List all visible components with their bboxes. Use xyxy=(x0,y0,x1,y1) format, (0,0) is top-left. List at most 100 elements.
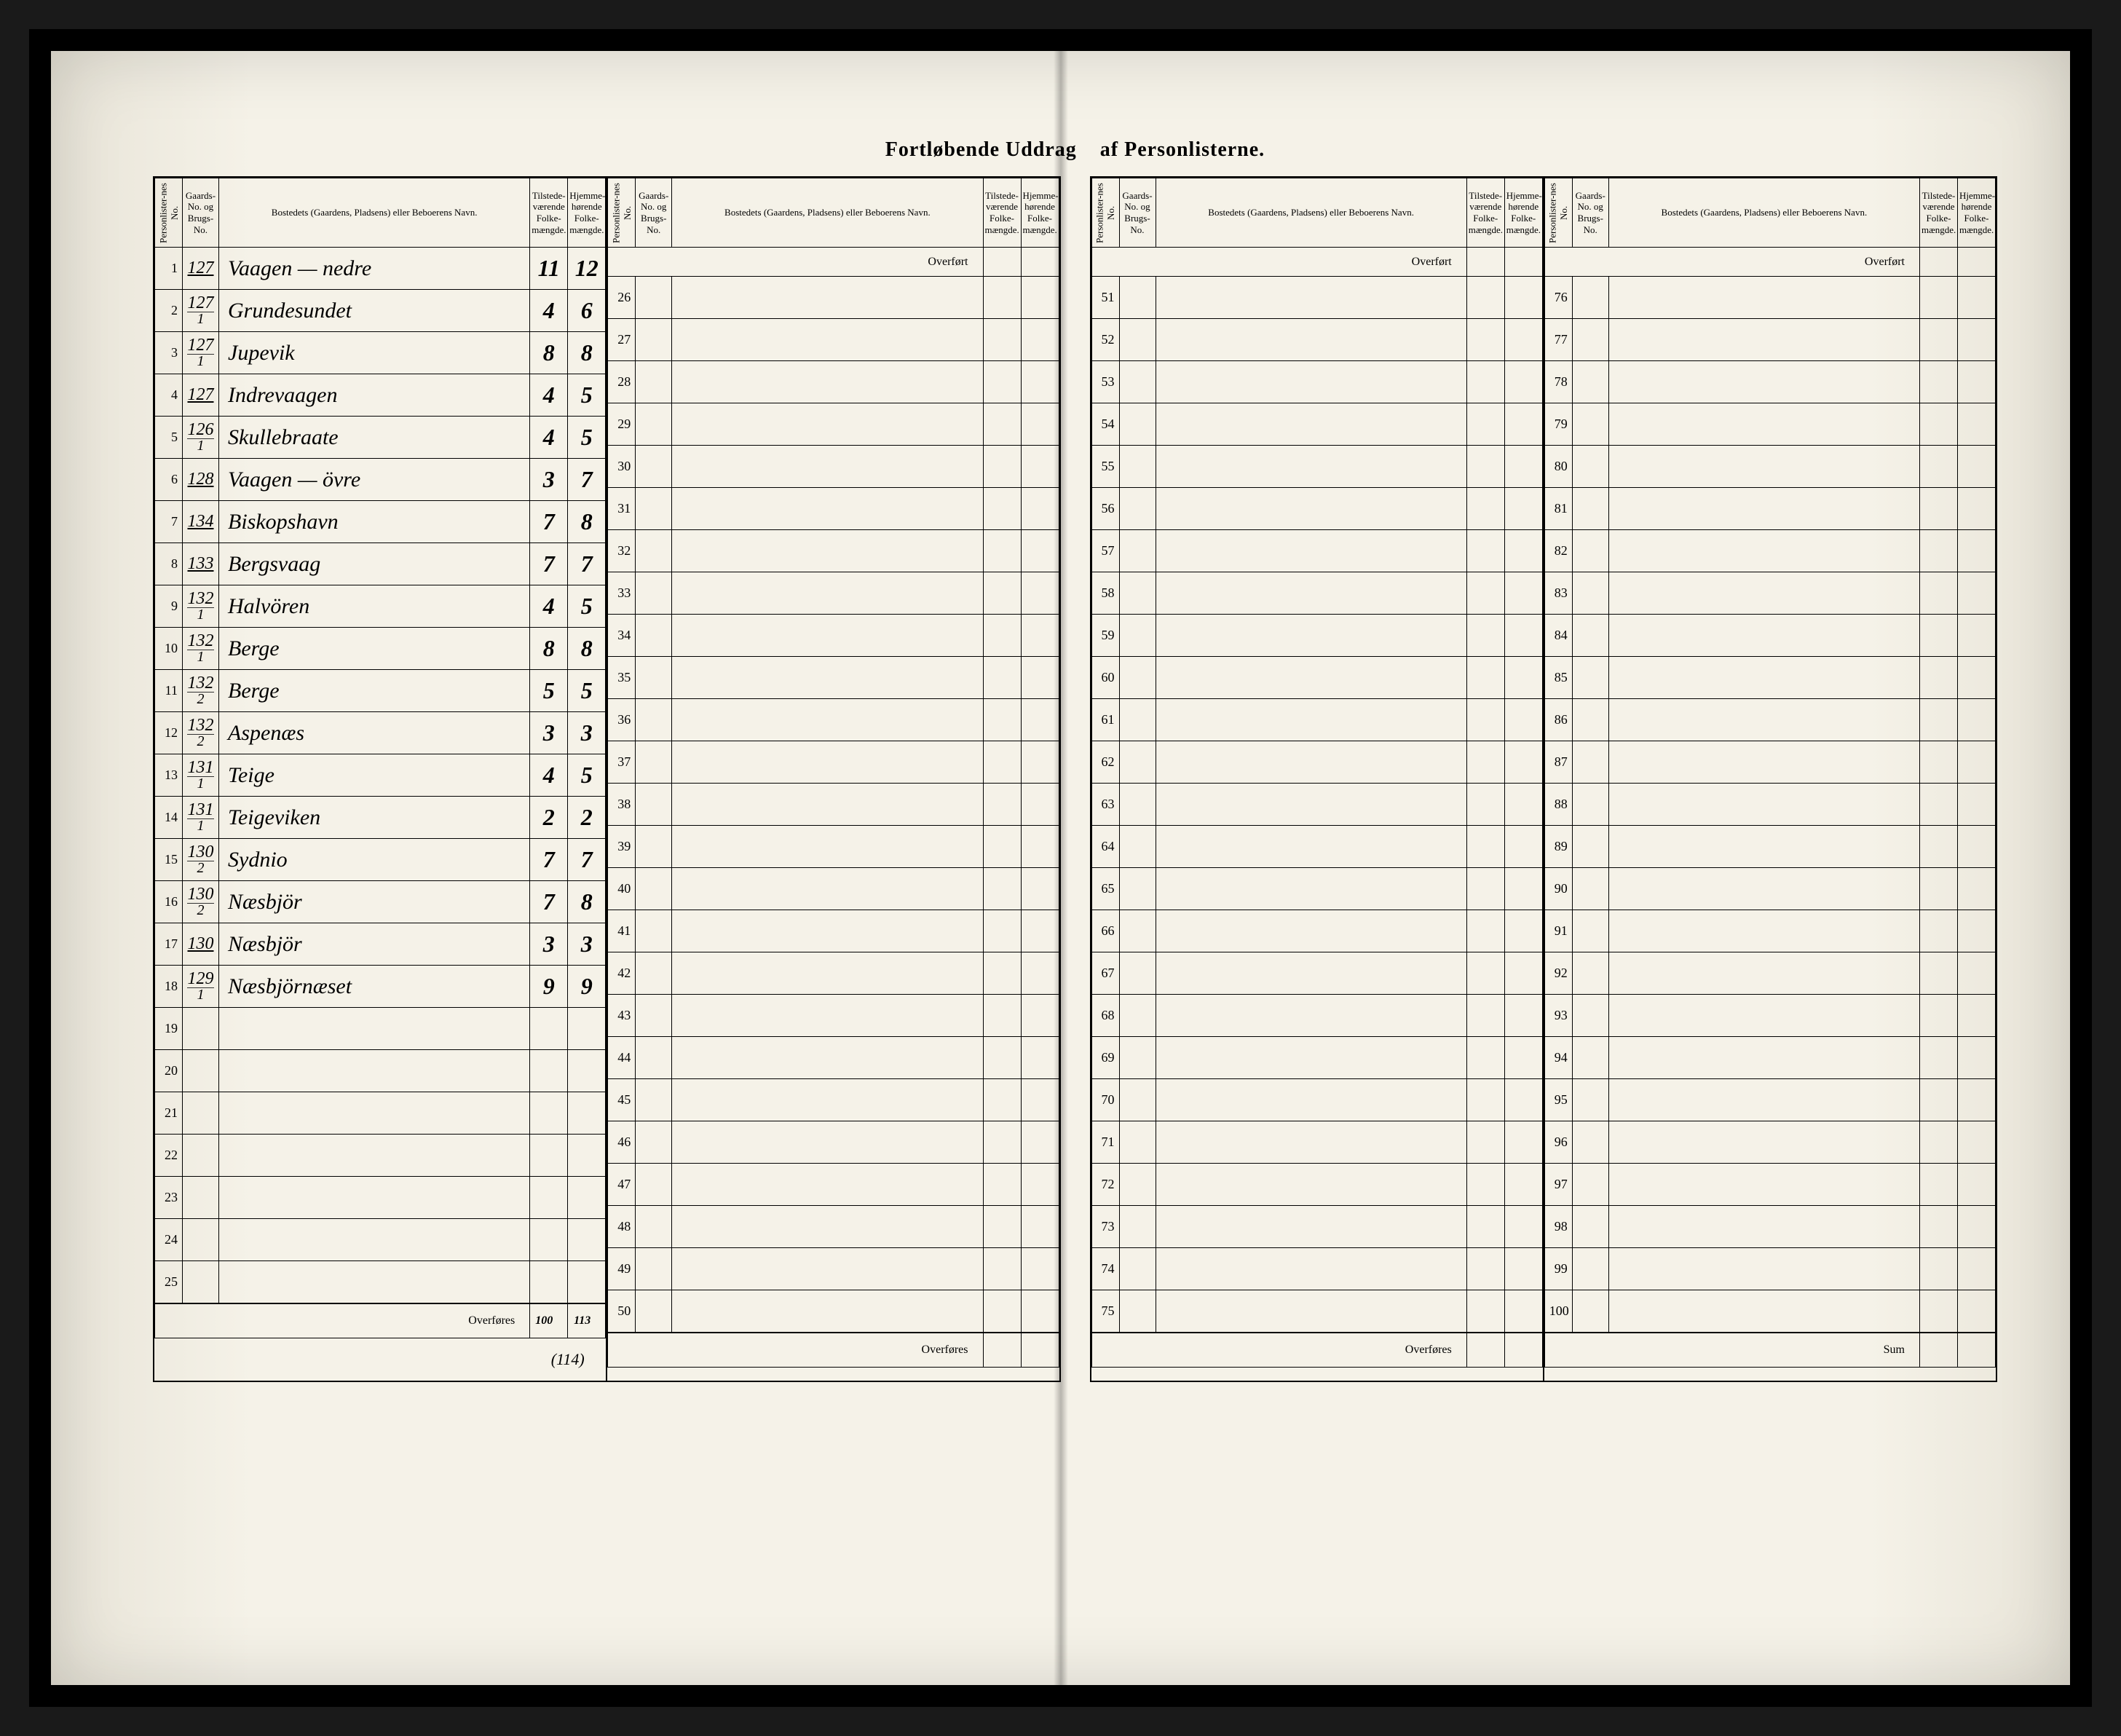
tilstede-value: 4 xyxy=(530,585,568,628)
row-number: 63 xyxy=(1091,784,1119,826)
table-row: 45 xyxy=(608,1079,1059,1121)
row-number: 31 xyxy=(608,488,636,530)
table-row: 90 xyxy=(1544,868,1995,910)
hjemme-value: 9 xyxy=(568,966,606,1008)
table-row: 81 xyxy=(1544,488,1995,530)
section-1: Personlister-nes No. Gaards-No. og Brugs… xyxy=(153,176,607,1382)
table-row: 4 127 Indrevaagen 4 5 xyxy=(155,374,606,417)
table-row: 63 xyxy=(1091,784,1542,826)
tilstede-value: 5 xyxy=(530,670,568,712)
row-number: 7 xyxy=(155,501,183,543)
gaard-number: 1321 xyxy=(183,628,219,670)
table-row: 74 xyxy=(1091,1248,1542,1290)
gaard-number xyxy=(183,1050,219,1092)
table-row: 59 xyxy=(1091,615,1542,657)
row-number: 12 xyxy=(155,712,183,754)
table-row: 33 xyxy=(608,572,1059,615)
row-number: 52 xyxy=(1091,319,1119,361)
table-row: 80 xyxy=(1544,446,1995,488)
table-row: 68 xyxy=(1091,995,1542,1037)
table-row: 27 xyxy=(608,319,1059,361)
header-gaard: Gaards-No. og Brugs-No. xyxy=(1572,178,1608,248)
bosted-name: Aspenæs xyxy=(219,712,530,754)
row-number: 88 xyxy=(1544,784,1572,826)
table-row: 3 1271 Jupevik 8 8 xyxy=(155,332,606,374)
hjemme-value xyxy=(568,1261,606,1303)
hjemme-value: 7 xyxy=(568,543,606,585)
row-number: 82 xyxy=(1544,530,1572,572)
gaard-number: 1322 xyxy=(183,670,219,712)
row-number: 30 xyxy=(608,446,636,488)
table-row: 65 xyxy=(1091,868,1542,910)
row-number: 94 xyxy=(1544,1037,1572,1079)
table-row: 93 xyxy=(1544,995,1995,1037)
tilstede-value xyxy=(530,1008,568,1050)
row-number: 14 xyxy=(155,797,183,839)
section-3: Personlister-nes No. Gaards-No. og Brugs… xyxy=(1090,176,1544,1382)
row-number: 64 xyxy=(1091,826,1119,868)
hjemme-value: 8 xyxy=(568,332,606,374)
table-row: 17 130 Næsbjör 3 3 xyxy=(155,923,606,966)
hjemme-value: 8 xyxy=(568,628,606,670)
row-number: 51 xyxy=(1091,277,1119,319)
gaard-number: 128 xyxy=(183,459,219,501)
row-number: 42 xyxy=(608,952,636,995)
gaard-number: 1321 xyxy=(183,585,219,628)
total-tilstede: 100 xyxy=(530,1303,568,1338)
hjemme-value xyxy=(568,1008,606,1050)
table-row: 41 xyxy=(608,910,1059,952)
table-row: 6 128 Vaagen — övre 3 7 xyxy=(155,459,606,501)
tilstede-value: 11 xyxy=(530,248,568,290)
row-number: 19 xyxy=(155,1008,183,1050)
row-number: 15 xyxy=(155,839,183,881)
table-row: 82 xyxy=(1544,530,1995,572)
table-row: 22 xyxy=(155,1135,606,1177)
hjemme-value: 7 xyxy=(568,459,606,501)
header-bosted: Bostedets (Gaardens, Pladsens) eller Beb… xyxy=(672,178,983,248)
hjemme-value: 5 xyxy=(568,417,606,459)
table-row: 66 xyxy=(1091,910,1542,952)
row-number: 98 xyxy=(1544,1206,1572,1248)
table-row: 23 xyxy=(155,1177,606,1219)
page-title: Fortløbende Uddrag af Personlisterne. xyxy=(153,138,1997,162)
table-row: 99 xyxy=(1544,1248,1995,1290)
overfores-label: Overføres xyxy=(155,1303,530,1338)
row-number: 47 xyxy=(608,1164,636,1206)
row-number: 24 xyxy=(155,1219,183,1261)
table-row: 57 xyxy=(1091,530,1542,572)
row-number: 5 xyxy=(155,417,183,459)
row-number: 45 xyxy=(608,1079,636,1121)
row-number: 80 xyxy=(1544,446,1572,488)
table-row: 16 1302 Næsbjör 7 8 xyxy=(155,881,606,923)
header-bosted: Bostedets (Gaardens, Pladsens) eller Beb… xyxy=(1156,178,1466,248)
row-number: 20 xyxy=(155,1050,183,1092)
overfort-row: Overført xyxy=(608,248,1059,277)
row-number: 77 xyxy=(1544,319,1572,361)
row-number: 83 xyxy=(1544,572,1572,615)
table-row: 5 1261 Skullebraate 4 5 xyxy=(155,417,606,459)
row-number: 60 xyxy=(1091,657,1119,699)
table-row: 72 xyxy=(1091,1164,1542,1206)
row-number: 11 xyxy=(155,670,183,712)
bosted-name: Vaagen — nedre xyxy=(219,248,530,290)
header-bosted: Bostedets (Gaardens, Pladsens) eller Beb… xyxy=(1608,178,1919,248)
table-row: 49 xyxy=(608,1248,1059,1290)
table-row: 60 xyxy=(1091,657,1542,699)
row-number: 99 xyxy=(1544,1248,1572,1290)
table-row: 50 xyxy=(608,1290,1059,1333)
row-number: 13 xyxy=(155,754,183,797)
gaard-number: 1302 xyxy=(183,839,219,881)
gaard-number: 1271 xyxy=(183,332,219,374)
hjemme-value: 8 xyxy=(568,881,606,923)
row-number: 55 xyxy=(1091,446,1119,488)
table-row: 98 xyxy=(1544,1206,1995,1248)
row-number: 65 xyxy=(1091,868,1119,910)
title-left: Fortløbende Uddrag xyxy=(885,138,1077,161)
bosted-name: Indrevaagen xyxy=(219,374,530,417)
row-number: 21 xyxy=(155,1092,183,1135)
table-row: 38 xyxy=(608,784,1059,826)
table-row: 96 xyxy=(1544,1121,1995,1164)
overfores-label: Overføres xyxy=(608,1333,983,1368)
bosted-name: Halvören xyxy=(219,585,530,628)
table-row: 44 xyxy=(608,1037,1059,1079)
